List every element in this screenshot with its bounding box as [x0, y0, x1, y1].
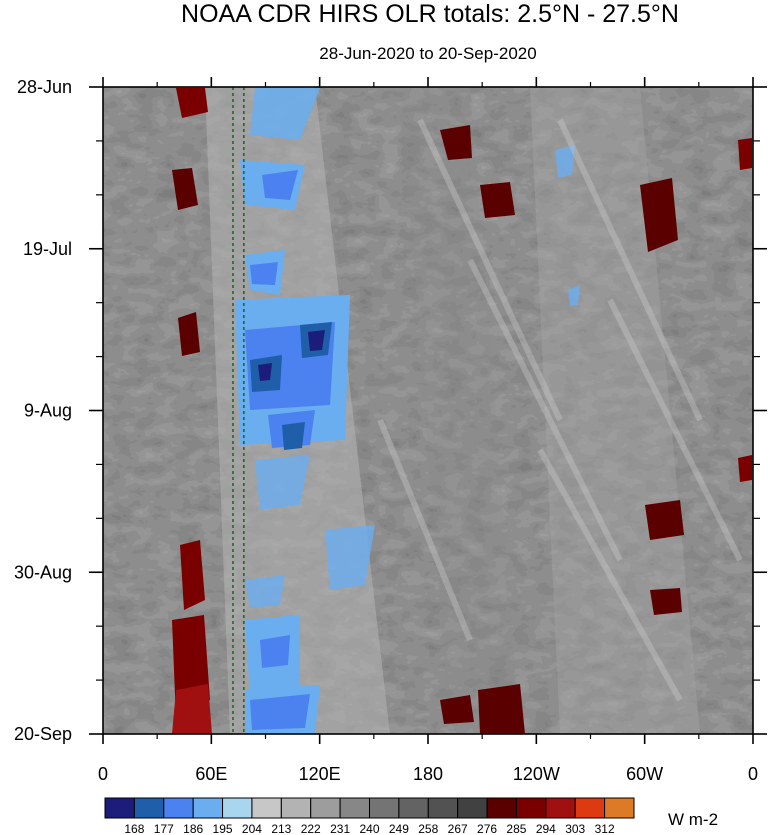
y-tick-label: 20-Sep: [14, 724, 72, 744]
colorbar-label: 249: [389, 822, 409, 835]
colorbar-swatch: [457, 797, 488, 819]
colorbar-label: 276: [477, 822, 497, 835]
colorbar-swatch: [515, 797, 547, 819]
x-tick-label: 60E: [195, 764, 227, 784]
heatmap-field: [103, 87, 753, 734]
colorbar-label: 258: [418, 822, 438, 835]
x-tick-label: 0: [748, 764, 758, 784]
x-axis: 0 60E 120E 180 120W 60W 0: [98, 77, 758, 784]
colorbar-swatch: [369, 797, 400, 819]
colorbar-units: W m-2: [668, 810, 718, 829]
colorbar-label: 231: [330, 822, 350, 835]
colorbar-label: 294: [536, 822, 556, 835]
y-tick-label: 30-Aug: [14, 562, 72, 582]
x-tick-label: 120E: [299, 764, 341, 784]
colorbar-swatch: [574, 797, 606, 819]
colorbar-label: 195: [213, 822, 233, 835]
chart-subtitle: 28-Jun-2020 to 20-Sep-2020: [319, 44, 536, 63]
colorbar-swatch: [133, 797, 165, 819]
colorbar-swatch: [604, 797, 635, 819]
colorbar-swatch: [192, 797, 224, 819]
colorbar-swatch: [104, 797, 135, 819]
colorbar-swatch: [398, 797, 429, 819]
colorbar-label: 204: [242, 822, 262, 835]
colorbar-swatch: [222, 797, 253, 819]
x-tick-label: 60W: [626, 764, 663, 784]
colorbar-label: 186: [183, 822, 203, 835]
colorbar-swatch: [163, 797, 194, 819]
colorbar-swatch: [545, 797, 576, 819]
colorbar: 168 177 186 195 204 213 222 231 240 249 258 267 276 2…: [104, 797, 635, 835]
colorbar-swatch: [339, 797, 371, 819]
y-tick-label: 28-Jun: [17, 77, 72, 97]
x-tick-label: 120W: [513, 764, 560, 784]
colorbar-label: 213: [271, 822, 291, 835]
colorbar-label: 303: [565, 822, 585, 835]
colorbar-label: 168: [124, 822, 144, 835]
y-tick-label: 19-Jul: [23, 239, 72, 259]
colorbar-label: 267: [448, 822, 468, 835]
colorbar-label: 285: [506, 822, 526, 835]
colorbar-swatch: [486, 797, 517, 819]
colorbar-swatch: [427, 797, 459, 819]
chart-title: NOAA CDR HIRS OLR totals: 2.5°N - 27.5°N: [181, 0, 679, 28]
colorbar-label: 177: [154, 822, 174, 835]
colorbar-swatch: [310, 797, 341, 819]
y-axis: 28-Jun 19-Jul 9-Aug 30-Aug 20-Sep: [14, 77, 767, 744]
colorbar-swatch: [280, 797, 312, 819]
colorbar-label: 222: [301, 822, 321, 835]
x-tick-label: 0: [98, 764, 108, 784]
y-tick-label: 9-Aug: [24, 401, 72, 421]
colorbar-swatch: [251, 797, 282, 819]
colorbar-label: 240: [359, 822, 379, 835]
x-tick-label: 180: [413, 764, 443, 784]
colorbar-label: 312: [595, 822, 615, 835]
